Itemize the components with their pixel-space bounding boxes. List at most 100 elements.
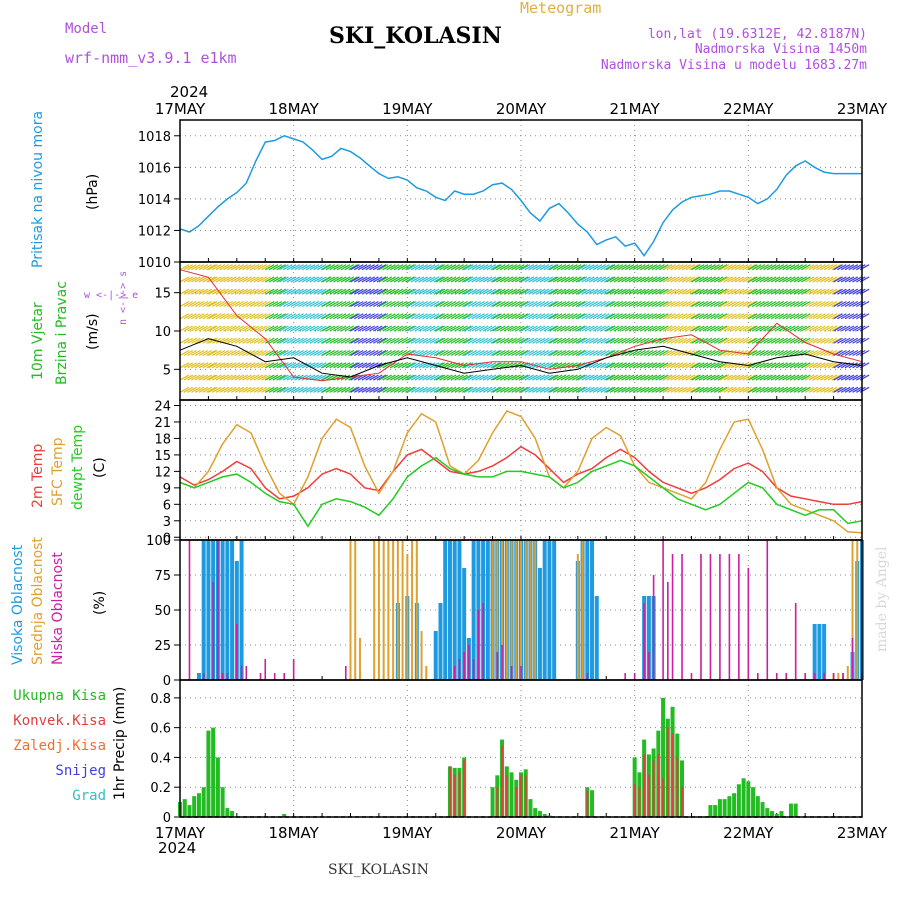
- wind-barb: [575, 313, 586, 320]
- wind-barb: [808, 362, 819, 369]
- wind-barb: [766, 362, 777, 369]
- wind-barb: [592, 337, 603, 344]
- wind-barb: [382, 337, 392, 344]
- wind-barb: [397, 362, 408, 369]
- wind-barb: [321, 264, 332, 271]
- wind-barb: [461, 313, 472, 320]
- wind-barb: [378, 313, 389, 320]
- wind-barb: [350, 264, 360, 271]
- wind-barb: [624, 337, 635, 344]
- wind-barb: [827, 276, 838, 283]
- wind-barb: [636, 386, 646, 393]
- wind-barb: [710, 337, 720, 344]
- wind-barb: [823, 362, 834, 369]
- wind-barb: [471, 325, 482, 332]
- precip-convective-bar: [463, 760, 466, 817]
- wind-barb: [571, 386, 582, 393]
- wind-barb: [435, 350, 446, 357]
- wind-barb: [511, 386, 521, 393]
- precip-total-bar: [765, 808, 770, 817]
- wind-barb: [246, 264, 256, 271]
- wind-barb: [840, 300, 851, 307]
- wind-barb: [369, 300, 379, 307]
- cloud-low-bar: [586, 673, 589, 680]
- wind-barb: [632, 313, 643, 320]
- wind-barb: [401, 374, 411, 381]
- cloud-mid-bar: [420, 631, 423, 680]
- wind-barb: [837, 300, 847, 307]
- wind-barb: [461, 350, 472, 357]
- wind-barb: [793, 300, 804, 307]
- wind-ytick-label: 5: [163, 363, 171, 378]
- wind-barb: [746, 325, 756, 332]
- wind-barb: [268, 313, 279, 320]
- wind-barb: [253, 337, 264, 344]
- wind-barb: [361, 276, 372, 283]
- wind-barb: [717, 325, 728, 332]
- wind-barb: [549, 313, 559, 320]
- wind-barb: [230, 337, 241, 344]
- altitude-text: Nadmorska Visina 1450m: [695, 42, 867, 57]
- wind-barb: [713, 386, 724, 393]
- wind-barb: [321, 350, 332, 357]
- wind-barb: [309, 264, 320, 271]
- wind-barb: [571, 325, 582, 332]
- wind-barb: [227, 350, 237, 357]
- wind-barb: [290, 337, 301, 344]
- wind-barb: [507, 374, 518, 381]
- wind-barb: [479, 386, 489, 393]
- wind-barb: [194, 276, 205, 283]
- wind-barb: [524, 276, 535, 283]
- cloud-low-bar: [648, 652, 650, 680]
- wind-barb: [804, 337, 815, 344]
- wind-barb: [651, 362, 662, 369]
- wind-barb: [422, 337, 432, 344]
- wind-barb: [425, 386, 436, 393]
- wind-barb: [261, 300, 271, 307]
- wind-barb: [422, 288, 432, 295]
- wind-barb: [490, 374, 500, 381]
- cloud-low-bar: [719, 554, 721, 680]
- wind-barb: [463, 300, 474, 307]
- wind-barb: [279, 337, 289, 344]
- wind-barb: [450, 276, 461, 283]
- wind-barb: [831, 288, 841, 295]
- cloud-mid-bar: [576, 554, 579, 680]
- wind-barb: [463, 325, 474, 332]
- wind-barb: [520, 300, 531, 307]
- wind-barb: [290, 386, 301, 393]
- wind-barb: [691, 386, 701, 393]
- wind-barb: [710, 386, 720, 393]
- wind-barb: [230, 325, 241, 332]
- wind-barb: [560, 276, 571, 283]
- wind-barb: [410, 288, 421, 295]
- wind-barb: [458, 350, 468, 357]
- wind-barb: [223, 337, 233, 344]
- wind-barb: [605, 313, 616, 320]
- wind-barb: [727, 374, 737, 381]
- wind-barb: [215, 288, 226, 295]
- wind-barb: [463, 350, 474, 357]
- wind-barb: [734, 374, 745, 381]
- wind-barb: [621, 386, 631, 393]
- wind-barb: [549, 386, 559, 393]
- wind-barb: [325, 374, 336, 381]
- wind-barb: [547, 350, 557, 357]
- wind-barb: [577, 374, 588, 381]
- wind-barb: [475, 288, 485, 295]
- wind-barb: [425, 374, 436, 381]
- wind-barb: [461, 288, 472, 295]
- wind-barb: [202, 350, 213, 357]
- wind-barb: [549, 362, 559, 369]
- wind-barb: [309, 350, 320, 357]
- wind-barb: [261, 313, 271, 320]
- wind-barb: [443, 362, 453, 369]
- wind-barb: [298, 300, 308, 307]
- temp-temp2m-line: [179, 445, 863, 506]
- wind-barb: [605, 350, 616, 357]
- wind-barb: [778, 264, 788, 271]
- wind-barb: [581, 288, 591, 295]
- wind-barb: [746, 337, 756, 344]
- wind-barb: [329, 300, 339, 307]
- wind-barb: [730, 300, 741, 307]
